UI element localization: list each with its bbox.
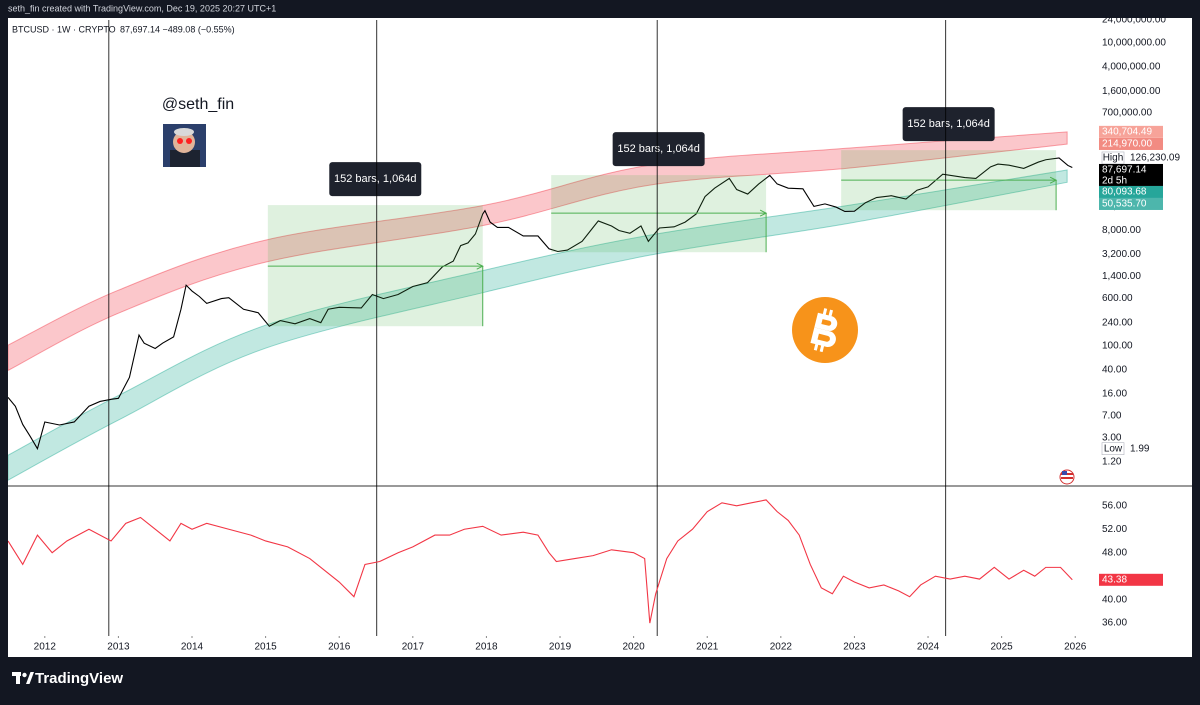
x-tick-label: 2024 (917, 642, 940, 653)
y-tick-label: 48.00 (1102, 547, 1127, 558)
footer-logo (12, 672, 34, 684)
measure-label: 152 bars, 1,064d (907, 118, 990, 130)
price-tag (1099, 125, 1163, 138)
price-tag-sublabel: 2d 5h (1102, 176, 1127, 187)
footer-brand: TradingView (35, 670, 123, 687)
price-tag (1099, 137, 1163, 150)
flag-icon (1059, 469, 1075, 485)
author: @seth_fin (162, 96, 234, 113)
y-tick-label: 600.00 (1102, 293, 1133, 304)
y-tick-label: 36.00 (1102, 618, 1127, 629)
avatar (163, 124, 206, 167)
x-tick-label: 2015 (254, 642, 277, 653)
y-tick-label: 40.00 (1102, 594, 1127, 605)
measure-label: 152 bars, 1,064d (334, 173, 417, 185)
x-tick-label: 2019 (549, 642, 572, 653)
x-tick-label: 2021 (696, 642, 719, 653)
y-tick-label: 40.00 (1102, 364, 1127, 375)
price-tag-label: 50,535.70 (1102, 199, 1147, 210)
price-tag (1099, 163, 1163, 186)
quote: 87,697.14 −489.08 (−0.55%) (120, 24, 235, 34)
measure-label-box (902, 107, 995, 142)
header-text: seth_fin created with TradingView.com, D… (8, 3, 276, 13)
x-tick-label: 2016 (328, 642, 351, 653)
y-tick-label: 1.20 (1102, 457, 1122, 468)
x-tick-label: 2013 (107, 642, 130, 653)
measure-label-box (612, 132, 705, 167)
x-tick-label: 2020 (622, 642, 645, 653)
symbol: BTCUSD · 1W · CRYPTO (12, 24, 116, 34)
price-tag-label: 126,230.09 (1130, 153, 1180, 164)
y-tick-label: 700,000.00 (1102, 108, 1152, 119)
measure-box (267, 205, 483, 327)
pane (8, 499, 1073, 624)
x-tick-label: 2014 (181, 642, 204, 653)
x-tick-label: 2017 (402, 642, 425, 653)
caption: Low (1104, 443, 1123, 454)
price-tag-label: 43.38 (1102, 574, 1127, 585)
y-tick-label: 7.00 (1102, 410, 1122, 421)
price-tag (1099, 573, 1163, 586)
price-tag-label: 87,697.14 (1102, 165, 1147, 176)
price-line (8, 157, 1073, 451)
price-tag-label: 1.99 (1130, 443, 1150, 454)
y-tick-label: 24,000,000.00 (1102, 15, 1166, 26)
y-tick-label: 56.00 (1102, 500, 1127, 511)
y-tick-label: 16.00 (1102, 389, 1127, 400)
y-tick-label: 10,000,000.00 (1102, 38, 1166, 49)
band (8, 169, 1068, 481)
measure-box (551, 175, 767, 253)
x-tick-label: 2025 (991, 642, 1014, 653)
x-tick-label: 2012 (34, 642, 57, 653)
price-line (8, 499, 1073, 624)
measure-label: 152 bars, 1,064d (617, 143, 700, 155)
bitcoin-logo (792, 297, 858, 363)
price-tag (1099, 197, 1163, 210)
price-tag-label: 214,970.00 (1102, 139, 1152, 150)
y-tick-label: 3,200.00 (1102, 249, 1141, 260)
x-tick-label: 2023 (843, 642, 866, 653)
price-tag-label: 340,704.49 (1102, 127, 1152, 138)
arrow-head (759, 209, 768, 217)
y-tick-label: 240.00 (1102, 317, 1133, 328)
y-tick-label: 8,000.00 (1102, 225, 1141, 236)
y-tick-label: 100.00 (1102, 340, 1133, 351)
price-tag-label: 80,093.68 (1102, 187, 1147, 198)
y-tick-label: 4,000,000.00 (1102, 62, 1161, 73)
y-tick-label: 1,600,000.00 (1102, 86, 1161, 97)
y-tick-label: 1,400.00 (1102, 271, 1141, 282)
pane (8, 131, 1073, 481)
price-tag (1099, 185, 1163, 198)
caption-box (1101, 442, 1125, 455)
y-tick-label: 52.00 (1102, 524, 1127, 535)
chart-area (8, 18, 1192, 657)
x-tick-label: 2022 (770, 642, 793, 653)
y-tick-label: 3.00 (1102, 433, 1122, 444)
caption: High (1103, 153, 1124, 164)
measure-label-box (329, 162, 422, 197)
x-tick-label: 2018 (475, 642, 498, 653)
band (8, 131, 1068, 372)
x-tick-label: 2026 (1064, 642, 1087, 653)
